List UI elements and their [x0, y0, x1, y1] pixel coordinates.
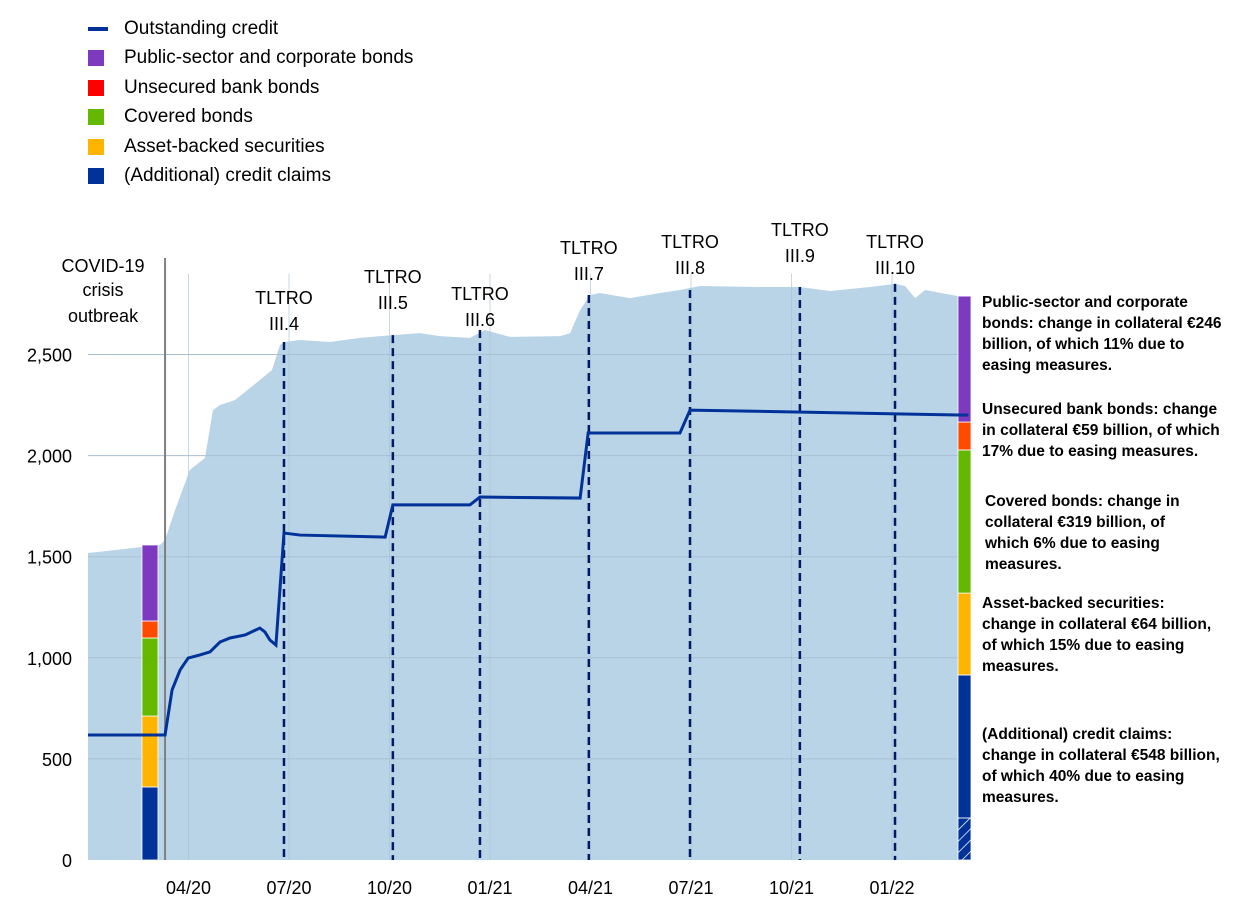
x-tick-label: 04/21 — [568, 878, 613, 898]
y-tick-label: 1,000 — [27, 649, 72, 669]
event-label: TLTRO — [866, 232, 924, 252]
event-label: TLTRO — [560, 238, 618, 258]
legend-swatch — [88, 138, 104, 155]
event-label: III.7 — [574, 264, 604, 284]
x-tick-label: 07/21 — [668, 878, 713, 898]
stacked-bar-segment — [957, 592, 972, 676]
event-label: outbreak — [68, 306, 139, 326]
y-tick-label: 1,500 — [27, 548, 72, 568]
annotation-abs: Asset-backed securities: change in colla… — [982, 595, 1212, 675]
event-label: COVID-19 — [62, 256, 145, 276]
stacked-bar-segment — [957, 295, 972, 423]
event-label: crisis — [83, 280, 124, 300]
annotation-credit-claims: (Additional) credit claims: change in co… — [982, 726, 1220, 806]
legend-item-outstanding-credit: Outstanding credit — [88, 14, 413, 44]
y-tick-label: 0 — [62, 851, 72, 871]
annotation-public-bonds: Public-sector and corporate bonds: chang… — [982, 294, 1222, 374]
legend-item-abs: Asset-backed securities — [88, 132, 413, 162]
legend-label: Unsecured bank bonds — [124, 76, 320, 98]
collateral-area — [88, 283, 963, 860]
event-label: III.10 — [875, 258, 915, 278]
event-label: III.4 — [269, 314, 299, 334]
x-tick-label: 01/22 — [869, 878, 914, 898]
stacked-bar-segment — [957, 421, 972, 451]
event-label: III.5 — [378, 293, 408, 313]
legend-label: Public-sector and corporate bonds — [124, 47, 414, 69]
legend-swatch — [88, 26, 108, 31]
event-label: TLTRO — [661, 232, 719, 252]
stacked-bar-segment — [957, 674, 972, 819]
event-label: III.6 — [465, 310, 495, 330]
legend: Outstanding credit Public-sector and cor… — [88, 14, 413, 191]
legend-swatch — [88, 168, 104, 185]
event-label: III.9 — [785, 246, 815, 266]
legend-label: Covered bonds — [124, 106, 253, 128]
event-label: TLTRO — [451, 284, 509, 304]
x-tick-label: 07/20 — [266, 878, 311, 898]
event-label: TLTRO — [255, 288, 313, 308]
y-tick-label: 500 — [42, 750, 72, 770]
legend-item-public-bonds: Public-sector and corporate bonds — [88, 44, 413, 74]
x-tick-label: 01/21 — [467, 878, 512, 898]
stacked-bar-segment — [141, 544, 159, 622]
annotation-covered: Covered bonds: change in collateral €319… — [985, 493, 1180, 573]
stacked-bar-segment — [141, 620, 159, 639]
legend-swatch — [88, 109, 104, 126]
stacked-bar-segment — [141, 637, 159, 717]
legend-item-unsecured: Unsecured bank bonds — [88, 73, 413, 103]
event-label: TLTRO — [771, 220, 829, 240]
legend-label: (Additional) credit claims — [124, 165, 331, 187]
legend-label: Outstanding credit — [124, 17, 279, 39]
legend-swatch — [88, 79, 104, 96]
stacked-bar-segment — [141, 786, 159, 861]
y-tick-label: 2,000 — [27, 447, 72, 467]
stacked-bar-segment — [957, 817, 972, 861]
legend-label: Asset-backed securities — [124, 135, 325, 157]
legend-item-credit-claims: (Additional) credit claims — [88, 162, 413, 192]
legend-item-covered: Covered bonds — [88, 103, 413, 133]
stacked-bar-segment — [957, 449, 972, 594]
x-tick-label: 10/20 — [367, 878, 412, 898]
y-tick-label: 2,500 — [27, 346, 72, 366]
event-label: TLTRO — [364, 267, 422, 287]
annotation-unsecured: Unsecured bank bonds: change in collater… — [982, 401, 1220, 460]
outstanding-credit-line — [88, 408, 969, 737]
event-label: III.8 — [675, 258, 705, 278]
x-tick-label: 10/21 — [769, 878, 814, 898]
x-tick-label: 04/20 — [166, 878, 211, 898]
stacked-bar-segment — [141, 715, 159, 788]
legend-swatch — [88, 50, 104, 67]
